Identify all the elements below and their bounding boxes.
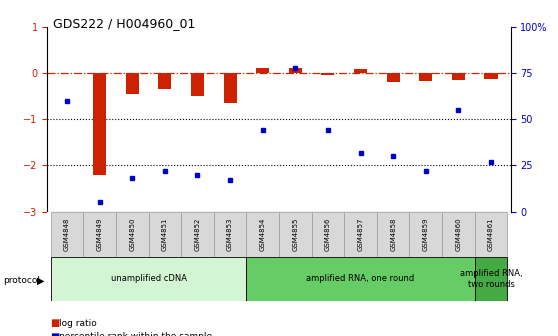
Bar — [442, 212, 475, 257]
Bar — [377, 212, 410, 257]
Text: ▶: ▶ — [37, 276, 44, 286]
Text: GSM4861: GSM4861 — [488, 217, 494, 251]
Bar — [452, 73, 465, 80]
Text: protocol: protocol — [3, 276, 40, 285]
Bar — [247, 212, 279, 257]
Bar — [410, 212, 442, 257]
Bar — [279, 212, 311, 257]
Text: GSM4858: GSM4858 — [390, 218, 396, 251]
Text: GSM4855: GSM4855 — [292, 218, 299, 251]
Bar — [83, 212, 116, 257]
Bar — [475, 212, 507, 257]
Text: GSM4848: GSM4848 — [64, 218, 70, 251]
Text: GSM4859: GSM4859 — [423, 218, 429, 251]
Bar — [311, 212, 344, 257]
Text: GDS222 / H004960_01: GDS222 / H004960_01 — [53, 17, 195, 30]
Bar — [126, 73, 139, 94]
Text: GSM4852: GSM4852 — [194, 218, 200, 251]
Text: GSM4850: GSM4850 — [129, 218, 135, 251]
Bar — [116, 212, 148, 257]
Text: GSM4857: GSM4857 — [358, 218, 364, 251]
Bar — [158, 73, 171, 89]
Text: ■: ■ — [50, 332, 60, 336]
Text: percentile rank within the sample: percentile rank within the sample — [59, 332, 211, 336]
Bar — [419, 73, 432, 81]
Text: GSM4854: GSM4854 — [259, 218, 266, 251]
Text: unamplified cDNA: unamplified cDNA — [110, 275, 186, 283]
Text: GSM4849: GSM4849 — [97, 218, 103, 251]
Bar — [181, 212, 214, 257]
Bar — [484, 73, 498, 79]
Text: GSM4860: GSM4860 — [455, 217, 461, 251]
Bar — [93, 73, 106, 175]
Bar — [191, 73, 204, 96]
Text: GSM4851: GSM4851 — [162, 218, 168, 251]
Bar — [224, 73, 237, 103]
Bar — [247, 257, 475, 301]
Bar — [344, 212, 377, 257]
Bar — [321, 73, 334, 75]
Text: log ratio: log ratio — [59, 319, 97, 328]
Text: GSM4853: GSM4853 — [227, 218, 233, 251]
Bar — [51, 212, 83, 257]
Text: ■: ■ — [50, 318, 60, 328]
Bar — [214, 212, 247, 257]
Bar — [387, 73, 400, 82]
Bar — [148, 212, 181, 257]
Bar — [289, 68, 302, 73]
Bar — [475, 257, 507, 301]
Bar — [256, 69, 269, 73]
Bar — [354, 69, 367, 73]
Text: amplified RNA,
two rounds: amplified RNA, two rounds — [460, 269, 522, 289]
Bar — [51, 257, 247, 301]
Text: amplified RNA, one round: amplified RNA, one round — [306, 275, 415, 283]
Text: GSM4856: GSM4856 — [325, 218, 331, 251]
